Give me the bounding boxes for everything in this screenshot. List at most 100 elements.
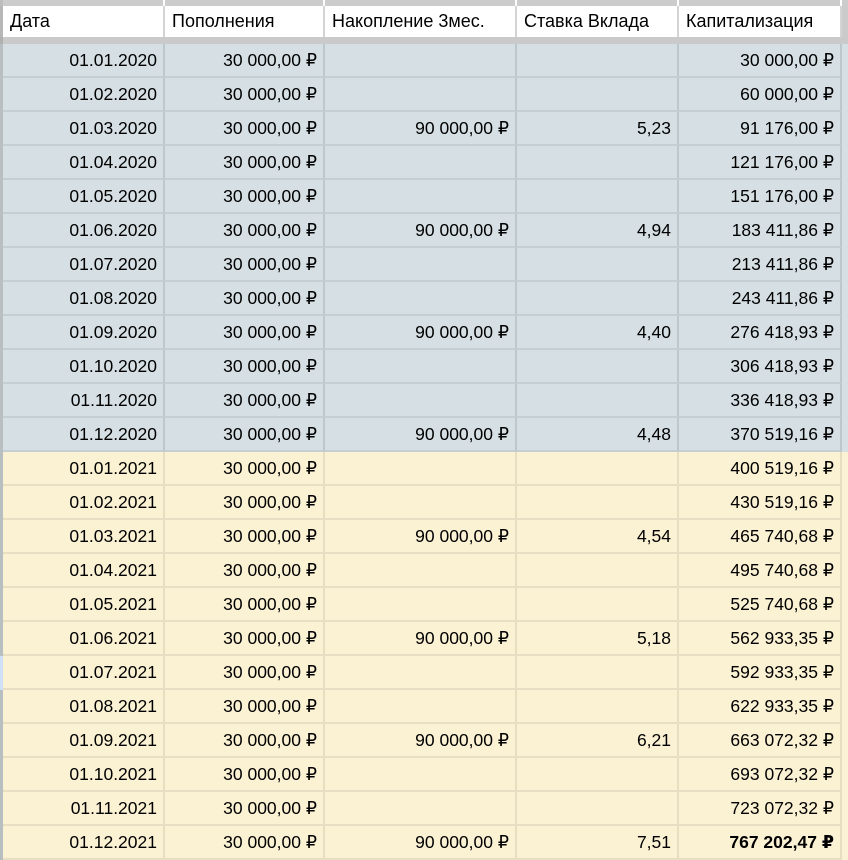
cell-accumulation-3m[interactable]: 90 000,00 ₽ <box>325 724 517 758</box>
cell-date[interactable]: 01.03.2021 <box>3 520 165 554</box>
cell-rate[interactable]: 4,94 <box>517 214 679 248</box>
cell-deposit[interactable]: 30 000,00 ₽ <box>165 622 325 656</box>
column-header-rate[interactable]: Ставка Вклада <box>517 6 679 37</box>
cell-rate[interactable]: 5,18 <box>517 622 679 656</box>
cell-capitalization[interactable]: 306 418,93 ₽ <box>679 350 842 384</box>
cell-date[interactable]: 01.01.2021 <box>3 452 165 486</box>
cell-capitalization[interactable]: 183 411,86 ₽ <box>679 214 842 248</box>
cell-capitalization[interactable]: 243 411,86 ₽ <box>679 282 842 316</box>
cell-rate[interactable]: 7,51 <box>517 826 679 860</box>
cell-date[interactable]: 01.06.2021 <box>3 622 165 656</box>
cell-date[interactable]: 01.02.2021 <box>3 486 165 520</box>
column-header-date[interactable]: Дата <box>3 6 165 37</box>
cell-date[interactable]: 01.11.2020 <box>3 384 165 418</box>
cell-capitalization[interactable]: 276 418,93 ₽ <box>679 316 842 350</box>
cell-capitalization[interactable]: 121 176,00 ₽ <box>679 146 842 180</box>
cell-capitalization[interactable]: 400 519,16 ₽ <box>679 452 842 486</box>
cell-rate[interactable] <box>517 44 679 78</box>
cell-deposit[interactable]: 30 000,00 ₽ <box>165 758 325 792</box>
cell-rate[interactable] <box>517 350 679 384</box>
cell-date[interactable]: 01.04.2020 <box>3 146 165 180</box>
cell-deposit[interactable]: 30 000,00 ₽ <box>165 690 325 724</box>
cell-capitalization[interactable]: 430 519,16 ₽ <box>679 486 842 520</box>
cell-accumulation-3m[interactable] <box>325 384 517 418</box>
cell-rate[interactable] <box>517 554 679 588</box>
cell-rate[interactable] <box>517 384 679 418</box>
cell-rate[interactable] <box>517 452 679 486</box>
cell-accumulation-3m[interactable] <box>325 146 517 180</box>
cell-date[interactable]: 01.07.2020 <box>3 248 165 282</box>
cell-capitalization[interactable]: 622 933,35 ₽ <box>679 690 842 724</box>
cell-date[interactable]: 01.09.2020 <box>3 316 165 350</box>
cell-capitalization[interactable]: 465 740,68 ₽ <box>679 520 842 554</box>
cell-deposit[interactable]: 30 000,00 ₽ <box>165 282 325 316</box>
cell-deposit[interactable]: 30 000,00 ₽ <box>165 350 325 384</box>
cell-date[interactable]: 01.09.2021 <box>3 724 165 758</box>
cell-deposit[interactable]: 30 000,00 ₽ <box>165 214 325 248</box>
cell-deposit[interactable]: 30 000,00 ₽ <box>165 724 325 758</box>
cell-accumulation-3m[interactable] <box>325 758 517 792</box>
cell-rate[interactable] <box>517 792 679 826</box>
cell-rate[interactable] <box>517 180 679 214</box>
cell-rate[interactable] <box>517 758 679 792</box>
cell-deposit[interactable]: 30 000,00 ₽ <box>165 826 325 860</box>
cell-date[interactable]: 01.01.2020 <box>3 44 165 78</box>
cell-deposit[interactable]: 30 000,00 ₽ <box>165 180 325 214</box>
cell-date[interactable]: 01.03.2020 <box>3 112 165 146</box>
cell-accumulation-3m[interactable] <box>325 44 517 78</box>
cell-capitalization[interactable]: 525 740,68 ₽ <box>679 588 842 622</box>
cell-accumulation-3m[interactable] <box>325 588 517 622</box>
cell-date[interactable]: 01.08.2021 <box>3 690 165 724</box>
cell-accumulation-3m[interactable]: 90 000,00 ₽ <box>325 112 517 146</box>
cell-rate[interactable] <box>517 248 679 282</box>
cell-accumulation-3m[interactable]: 90 000,00 ₽ <box>325 316 517 350</box>
cell-accumulation-3m[interactable] <box>325 792 517 826</box>
cell-rate[interactable] <box>517 486 679 520</box>
cell-deposit[interactable]: 30 000,00 ₽ <box>165 452 325 486</box>
cell-rate[interactable] <box>517 690 679 724</box>
cell-date[interactable]: 01.12.2020 <box>3 418 165 452</box>
cell-accumulation-3m[interactable] <box>325 248 517 282</box>
cell-deposit[interactable]: 30 000,00 ₽ <box>165 146 325 180</box>
cell-rate[interactable] <box>517 78 679 112</box>
cell-accumulation-3m[interactable] <box>325 690 517 724</box>
cell-capitalization[interactable]: 370 519,16 ₽ <box>679 418 842 452</box>
cell-accumulation-3m[interactable]: 90 000,00 ₽ <box>325 520 517 554</box>
cell-capitalization[interactable]: 60 000,00 ₽ <box>679 78 842 112</box>
cell-deposit[interactable]: 30 000,00 ₽ <box>165 554 325 588</box>
cell-accumulation-3m[interactable] <box>325 78 517 112</box>
cell-date[interactable]: 01.05.2020 <box>3 180 165 214</box>
cell-deposit[interactable]: 30 000,00 ₽ <box>165 486 325 520</box>
cell-deposit[interactable]: 30 000,00 ₽ <box>165 418 325 452</box>
cell-rate[interactable] <box>517 656 679 690</box>
cell-accumulation-3m[interactable]: 90 000,00 ₽ <box>325 214 517 248</box>
cell-accumulation-3m[interactable] <box>325 656 517 690</box>
cell-accumulation-3m[interactable] <box>325 282 517 316</box>
cell-deposit[interactable]: 30 000,00 ₽ <box>165 792 325 826</box>
cell-deposit[interactable]: 30 000,00 ₽ <box>165 248 325 282</box>
cell-rate[interactable]: 4,40 <box>517 316 679 350</box>
cell-accumulation-3m[interactable]: 90 000,00 ₽ <box>325 622 517 656</box>
cell-deposit[interactable]: 30 000,00 ₽ <box>165 384 325 418</box>
cell-date[interactable]: 01.12.2021 <box>3 826 165 860</box>
cell-date[interactable]: 01.08.2020 <box>3 282 165 316</box>
column-header-deposit[interactable]: Пополнения <box>165 6 325 37</box>
column-header-accumulation-3m[interactable]: Накопление 3мес. <box>325 6 517 37</box>
cell-accumulation-3m[interactable]: 90 000,00 ₽ <box>325 418 517 452</box>
cell-accumulation-3m[interactable] <box>325 486 517 520</box>
cell-capitalization[interactable]: 592 933,35 ₽ <box>679 656 842 690</box>
cell-date[interactable]: 01.07.2021 <box>3 656 165 690</box>
cell-accumulation-3m[interactable] <box>325 554 517 588</box>
cell-capitalization[interactable]: 495 740,68 ₽ <box>679 554 842 588</box>
cell-deposit[interactable]: 30 000,00 ₽ <box>165 656 325 690</box>
cell-capitalization[interactable]: 767 202,47 ₽ <box>679 826 842 860</box>
cell-date[interactable]: 01.02.2020 <box>3 78 165 112</box>
cell-deposit[interactable]: 30 000,00 ₽ <box>165 520 325 554</box>
cell-date[interactable]: 01.10.2020 <box>3 350 165 384</box>
cell-capitalization[interactable]: 30 000,00 ₽ <box>679 44 842 78</box>
cell-capitalization[interactable]: 693 072,32 ₽ <box>679 758 842 792</box>
cell-deposit[interactable]: 30 000,00 ₽ <box>165 44 325 78</box>
cell-rate[interactable] <box>517 282 679 316</box>
cell-date[interactable]: 01.04.2021 <box>3 554 165 588</box>
cell-rate[interactable]: 4,54 <box>517 520 679 554</box>
